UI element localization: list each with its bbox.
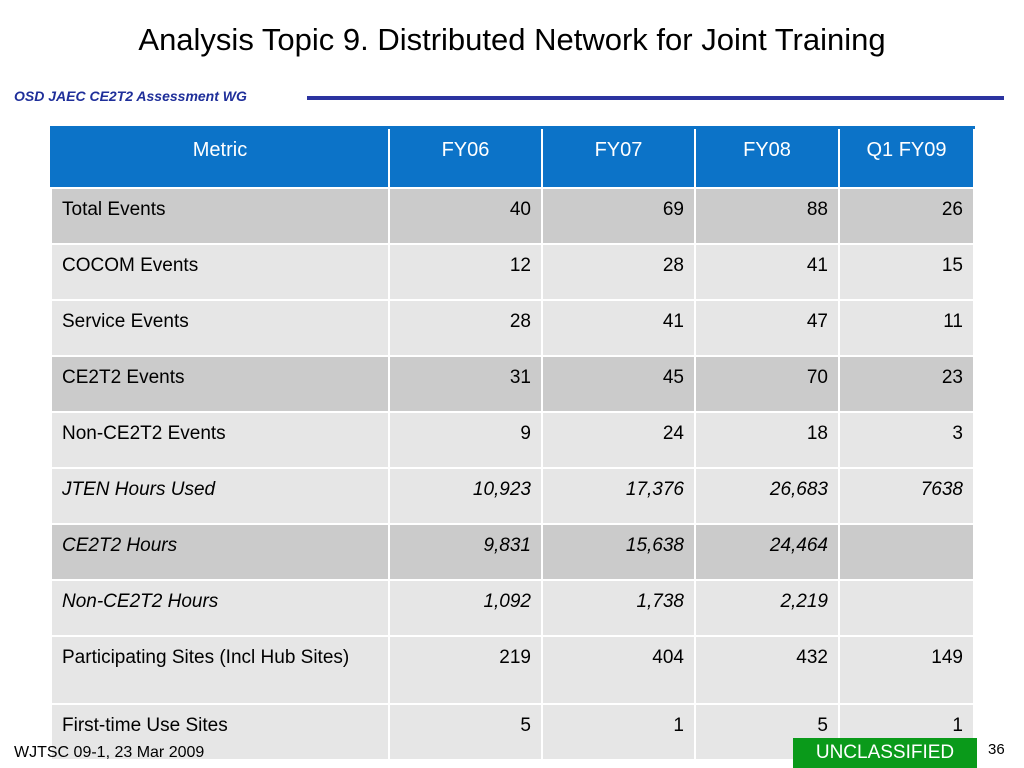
page-number: 36 — [988, 741, 1005, 758]
cell-value: 17,376 — [541, 467, 696, 525]
table-row: Service Events 28 41 47 11 — [50, 299, 975, 357]
cell-value: 26 — [838, 187, 975, 245]
cell-value: 41 — [541, 299, 696, 357]
cell-value: 10,923 — [388, 467, 543, 525]
table-row: Total Events 40 69 88 26 — [50, 187, 975, 245]
row-label: Non-CE2T2 Events — [50, 411, 390, 469]
cell-value: 24,464 — [694, 523, 840, 581]
slide-title: Analysis Topic 9. Distributed Network fo… — [138, 22, 886, 57]
cell-value: 219 — [388, 635, 543, 705]
cell-value: 432 — [694, 635, 840, 705]
row-label: COCOM Events — [50, 243, 390, 301]
row-label: CE2T2 Events — [50, 355, 390, 413]
cell-value: 9,831 — [388, 523, 543, 581]
footer-source-text: WJTSC 09-1, 23 Mar 2009 — [14, 744, 205, 761]
cell-value: 31 — [388, 355, 543, 413]
cell-value: 9 — [388, 411, 543, 469]
column-header-fy07: FY07 — [541, 126, 696, 189]
cell-value: 2,219 — [694, 579, 840, 637]
cell-value: 28 — [541, 243, 696, 301]
table-row: First-time Use Sites 5 1 5 1 — [50, 703, 975, 761]
table-row: CE2T2 Hours 9,831 15,638 24,464 — [50, 523, 975, 581]
cell-value: 28 — [388, 299, 543, 357]
column-header-q1-fy09: Q1 FY09 — [838, 126, 975, 189]
cell-value: 18 — [694, 411, 840, 469]
row-label: Total Events — [50, 187, 390, 245]
cell-value: 404 — [541, 635, 696, 705]
cell-value: 5 — [694, 703, 840, 761]
row-label: Non-CE2T2 Hours — [50, 579, 390, 637]
row-label: Participating Sites (Incl Hub Sites) — [50, 635, 390, 705]
table-row: Non-CE2T2 Hours 1,092 1,738 2,219 — [50, 579, 975, 637]
cell-value: 3 — [838, 411, 975, 469]
column-header-fy08: FY08 — [694, 126, 840, 189]
cell-value: 11 — [838, 299, 975, 357]
cell-value: 12 — [388, 243, 543, 301]
cell-value: 1,092 — [388, 579, 543, 637]
cell-value: 70 — [694, 355, 840, 413]
cell-value — [838, 579, 975, 637]
cell-value: 40 — [388, 187, 543, 245]
cell-value: 69 — [541, 187, 696, 245]
cell-value — [838, 523, 975, 581]
table-row: COCOM Events 12 28 41 15 — [50, 243, 975, 301]
cell-value: 24 — [541, 411, 696, 469]
row-label: JTEN Hours Used — [50, 467, 390, 525]
classification-badge: UNCLASSIFIED — [793, 738, 977, 768]
column-header-fy06: FY06 — [388, 126, 543, 189]
table-row: Participating Sites (Incl Hub Sites) 219… — [50, 635, 975, 705]
cell-value: 5 — [388, 703, 543, 761]
cell-value: 26,683 — [694, 467, 840, 525]
header-divider-line — [307, 96, 1004, 100]
cell-value: 47 — [694, 299, 840, 357]
table-row: CE2T2 Events 31 45 70 23 — [50, 355, 975, 413]
cell-value: 45 — [541, 355, 696, 413]
row-label: Service Events — [50, 299, 390, 357]
metrics-table: Metric FY06 FY07 FY08 Q1 FY09 Total Even… — [50, 126, 975, 761]
cell-value: 1,738 — [541, 579, 696, 637]
organization-subheader: OSD JAEC CE2T2 Assessment WG — [14, 88, 247, 104]
table-header-row: Metric FY06 FY07 FY08 Q1 FY09 — [50, 126, 975, 189]
cell-value: 23 — [838, 355, 975, 413]
row-label: First-time Use Sites — [50, 703, 390, 761]
table-row: Non-CE2T2 Events 9 24 18 3 — [50, 411, 975, 469]
cell-value: 41 — [694, 243, 840, 301]
cell-value: 15,638 — [541, 523, 696, 581]
column-header-metric: Metric — [50, 126, 390, 189]
cell-value: 7638 — [838, 467, 975, 525]
cell-value: 88 — [694, 187, 840, 245]
cell-value: 15 — [838, 243, 975, 301]
cell-value: 149 — [838, 635, 975, 705]
row-label: CE2T2 Hours — [50, 523, 390, 581]
cell-value: 1 — [541, 703, 696, 761]
table-row: JTEN Hours Used 10,923 17,376 26,683 763… — [50, 467, 975, 525]
